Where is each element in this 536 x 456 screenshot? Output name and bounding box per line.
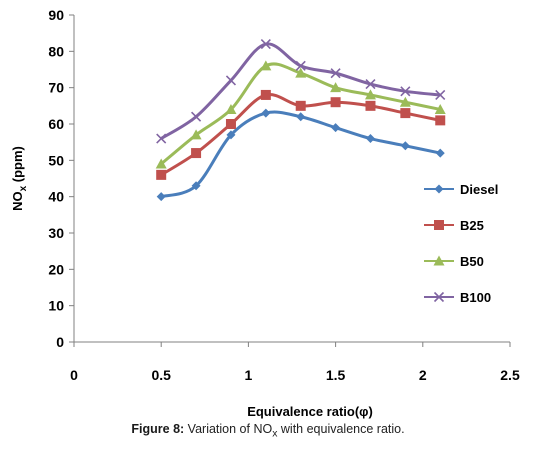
legend-marker-diesel	[434, 184, 444, 194]
data-point-b25	[225, 119, 236, 129]
data-point-b25	[260, 89, 271, 100]
data-point-b50	[155, 158, 167, 169]
data-point-b25	[156, 169, 167, 180]
data-point-diesel	[226, 130, 236, 140]
series-b50	[155, 60, 446, 169]
series-line-b100	[160, 42, 441, 140]
y-ticks: 0 10 20 30 40 50 60 70 80 90	[48, 7, 74, 350]
plot-axes	[73, 15, 510, 343]
data-point-diesel	[296, 112, 306, 122]
data-point-diesel	[400, 141, 410, 151]
y-axis-label-prefix: NO	[10, 191, 25, 211]
y-tick-label: 60	[48, 116, 64, 132]
data-point-b50	[190, 129, 202, 140]
data-point-b100	[400, 86, 411, 97]
data-point-b100	[191, 111, 202, 122]
data-point-b100	[435, 89, 446, 100]
legend-label-diesel: Diesel	[460, 182, 498, 197]
series-diesel	[156, 108, 445, 202]
x-ticks: 0 0.5 1 1.5 2 2.5	[70, 342, 520, 383]
legend-item-diesel: Diesel	[424, 182, 498, 197]
legend-item-b50: B50	[424, 254, 484, 269]
data-point-b50	[225, 103, 237, 114]
caption-label: Figure 8:	[131, 422, 185, 436]
legend-marker-b25	[434, 220, 444, 230]
legend-marker-b50	[433, 255, 445, 266]
y-tick-label: 10	[48, 298, 64, 314]
y-axis-label-sub: x	[18, 185, 29, 191]
legend-label-b25: B25	[460, 218, 484, 233]
data-point-b25	[365, 100, 376, 111]
y-tick-label: 90	[48, 7, 64, 23]
data-point-diesel	[435, 148, 445, 158]
y-tick-label: 40	[48, 189, 64, 205]
x-axis-label: Equivalence ratio(φ)	[247, 404, 373, 419]
data-point-b25	[435, 115, 446, 126]
x-tick-label: 0	[70, 367, 78, 383]
series-line-diesel	[160, 110, 441, 199]
data-point-diesel	[191, 181, 201, 191]
data-point-b50	[330, 82, 342, 93]
data-point-b50	[295, 67, 307, 78]
caption-text-post: with equivalence ratio.	[277, 422, 405, 436]
legend-marker-b100	[433, 291, 445, 303]
data-point-b50	[399, 96, 411, 107]
series-layer	[155, 39, 446, 202]
x-tick-label: 0.5	[151, 367, 171, 383]
y-axis-label: NOx (ppm)	[10, 146, 29, 211]
data-point-b100	[260, 39, 271, 50]
legend-label-b100: B100	[460, 290, 491, 305]
caption-text-pre: Variation of NO	[184, 422, 273, 436]
data-point-diesel	[156, 192, 166, 202]
data-point-b100	[295, 60, 306, 71]
y-tick-label: 30	[48, 225, 64, 241]
data-point-b100	[156, 133, 167, 144]
data-point-b100	[225, 75, 237, 86]
data-point-b100	[330, 68, 341, 79]
x-tick-label: 2.5	[500, 367, 520, 383]
nox-chart: 0 10 20 30 40 50 60 70 80 90 0 0.5 1 1.5 2 2.5 Diesel B…	[10, 7, 520, 419]
legend: Diesel B25 B50 B100	[424, 182, 498, 305]
caption-text-sub: x	[272, 428, 278, 440]
data-point-b25	[330, 97, 341, 108]
data-point-b25	[295, 100, 306, 111]
data-point-b100	[365, 78, 376, 90]
legend-item-b25: B25	[424, 218, 484, 233]
data-point-b50	[364, 89, 376, 100]
y-tick-label: 20	[48, 261, 64, 277]
y-axis-label-suffix: (ppm)	[10, 146, 25, 186]
y-tick-label: 50	[48, 152, 64, 168]
data-point-diesel	[365, 134, 375, 144]
figure-caption: Figure 8: Variation of NOx with equivale…	[0, 422, 536, 440]
series-b25	[156, 89, 446, 180]
data-point-b25	[191, 148, 202, 159]
x-tick-label: 1	[245, 367, 253, 383]
series-b100	[156, 39, 446, 144]
x-tick-label: 2	[419, 367, 427, 383]
y-tick-label: 70	[48, 80, 64, 96]
y-tick-label: 0	[56, 334, 64, 350]
legend-label-b50: B50	[460, 254, 484, 269]
y-tick-label: 80	[48, 43, 64, 59]
data-point-b50	[434, 103, 446, 114]
data-point-b50	[260, 60, 272, 71]
legend-item-b100: B100	[424, 290, 491, 305]
data-point-diesel	[331, 123, 341, 133]
data-point-diesel	[261, 108, 271, 118]
data-point-b25	[400, 108, 411, 119]
x-tick-label: 1.5	[326, 367, 346, 383]
